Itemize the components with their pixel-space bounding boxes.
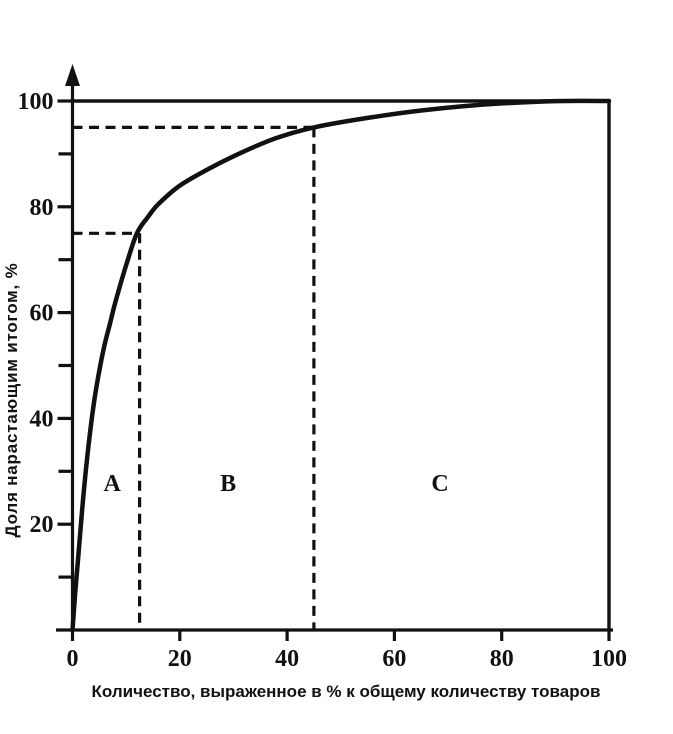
x-axis-tick-label-40: 40 [275, 646, 299, 672]
y-axis-tick-label-20: 20 [30, 512, 54, 538]
y-axis-tick-label-100: 100 [18, 89, 54, 115]
x-axis-tick-label-20: 20 [168, 646, 192, 672]
y-axis-tick-label-80: 80 [30, 195, 54, 221]
zone-label-c: C [431, 471, 448, 497]
x-axis-tick-label-100: 100 [591, 646, 627, 672]
y-axis-arrowhead [65, 64, 80, 86]
x-axis-title: Количество, выраженное в % к общему коли… [92, 682, 601, 701]
zone-label-b: B [220, 471, 236, 497]
y-axis-tick-label-40: 40 [30, 406, 54, 432]
y-axis-title: Доля нарастающим итогом, % [2, 262, 21, 537]
cumulative-share-curve [70, 98, 612, 633]
x-axis-tick-label-60: 60 [382, 646, 406, 672]
zone-label-a: A [104, 471, 122, 497]
y-axis-tick-label-60: 60 [30, 301, 54, 327]
x-axis-tick-label-0: 0 [67, 646, 79, 672]
x-axis-tick-label-80: 80 [490, 646, 514, 672]
